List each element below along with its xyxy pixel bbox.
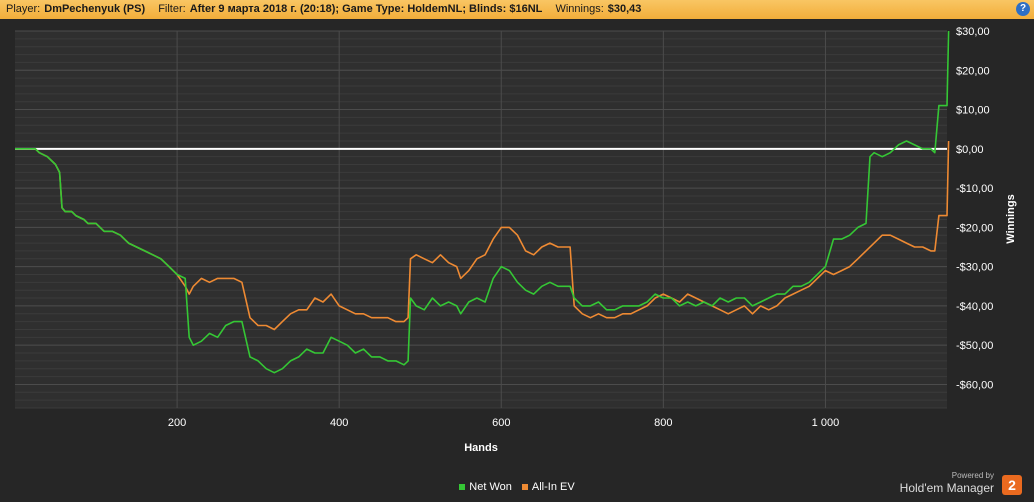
x-axis-ticks: 200 400 600 800 1 000 (168, 417, 839, 429)
y-tick-label: $20,00 (956, 65, 990, 77)
y-tick-label: -$60,00 (956, 379, 993, 391)
y-tick-label: $0,00 (956, 144, 984, 156)
legend-label: All-In EV (531, 481, 575, 493)
legend-item-all-in-ev[interactable]: All-In EV (521, 481, 575, 493)
powered-by-text: Powered by (951, 471, 994, 480)
grid (15, 30, 947, 409)
legend: Net Won All-In EV (0, 481, 1034, 493)
series-layer (15, 30, 950, 374)
help-icon[interactable]: ? (1016, 2, 1030, 16)
winnings-value: $30,43 (607, 3, 642, 15)
y-tick-label: -$40,00 (956, 301, 993, 313)
player-value: DmPechenyuk (PS) (44, 3, 146, 15)
y-tick-label: $30,00 (956, 26, 990, 38)
legend-swatch (521, 484, 528, 491)
x-tick-label: 1 000 (812, 417, 840, 429)
y-tick-label: -$30,00 (956, 262, 993, 274)
winnings-label: Winnings: (555, 3, 604, 15)
filter-value: After 9 марта 2018 г. (20:18); Game Type… (189, 3, 543, 15)
y-tick-label: -$20,00 (956, 222, 993, 234)
header-bar: Player: DmPechenyuk (PS) Filter: After 9 м… (0, 0, 1034, 19)
x-tick-label: 400 (330, 417, 348, 429)
y-tick-label: -$50,00 (956, 340, 993, 352)
x-tick-label: 800 (654, 417, 672, 429)
x-axis-label: Hands (464, 442, 498, 454)
y-tick-label: $10,00 (956, 105, 990, 117)
winnings-chart: 200 400 600 800 1 000 $30,00 $20,00 $10,00 $0,0… (15, 26, 1017, 454)
player-label: Player: (6, 3, 41, 15)
filter-label: Filter: (158, 3, 186, 15)
brand-badge-icon: 2 (1002, 475, 1022, 495)
series-line-net-won (15, 30, 950, 374)
legend-item-net-won[interactable]: Net Won (459, 481, 512, 493)
y-tick-label: -$10,00 (956, 183, 993, 195)
legend-label: Net Won (469, 481, 512, 493)
legend-swatch (459, 484, 466, 491)
brand-name: Hold'em Manager (899, 481, 994, 495)
x-tick-label: 600 (492, 417, 510, 429)
x-tick-label: 200 (168, 417, 186, 429)
y-axis-label: Winnings (1005, 194, 1017, 243)
y-axis-ticks: $30,00 $20,00 $10,00 $0,00 -$10,00 -$20,00 -$3… (956, 26, 993, 391)
